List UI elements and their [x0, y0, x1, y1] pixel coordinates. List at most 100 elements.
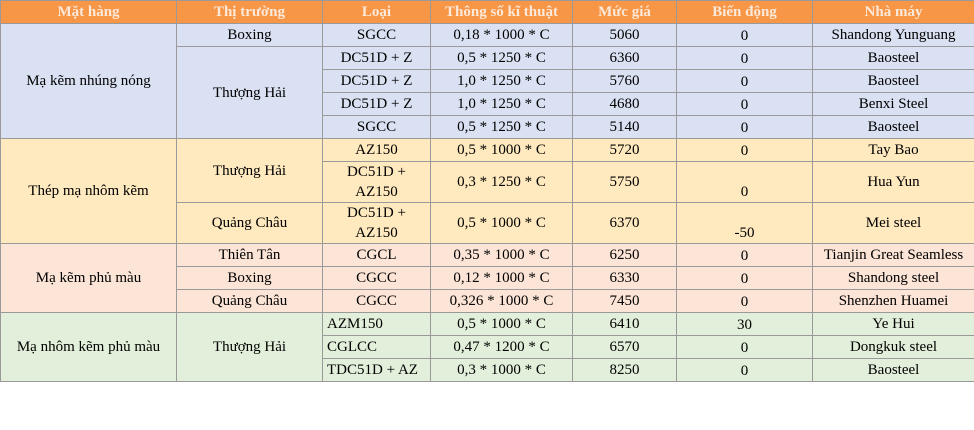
spec-cell: 0,5 * 1000 * C — [430, 312, 573, 336]
market-cell: Quảng Châu — [176, 202, 323, 244]
price-cell: 6360 — [572, 46, 677, 70]
table-row: Quảng Châu DC51D + AZ150 0,5 * 1000 * C 637… — [1, 202, 974, 244]
factory-cell: Baosteel — [812, 46, 974, 70]
price-cell: 4680 — [572, 92, 677, 116]
change-cell: 0 — [676, 23, 813, 47]
type-cell: AZ150 — [322, 138, 431, 162]
product-cell: Mạ kẽm phủ màu — [0, 243, 177, 313]
price-cell: 6330 — [572, 266, 677, 290]
market-cell: Boxing — [176, 266, 323, 290]
price-cell: 5760 — [572, 69, 677, 93]
product-cell: Mạ kẽm nhúng nóng — [0, 23, 177, 139]
spec-cell: 0,47 * 1200 * C — [430, 335, 573, 359]
factory-cell: Baosteel — [812, 358, 974, 382]
market-cell: Thượng Hải — [176, 46, 323, 139]
type-cell: DC51D + Z — [322, 92, 431, 116]
header-cell: Mức giá — [572, 0, 677, 24]
change-cell: 0 — [676, 243, 813, 267]
type-cell: DC51D + Z — [322, 46, 431, 70]
factory-cell: Ye Hui — [812, 312, 974, 336]
table-row: TDC51D + AZ 0,3 * 1000 * C 8250 0 Baosteel — [1, 358, 974, 382]
price-cell: 5720 — [572, 138, 677, 162]
factory-cell: Shandong Yunguang — [812, 23, 974, 47]
header-cell: Thị trường — [176, 0, 323, 24]
header-cell: Biến động — [676, 0, 813, 24]
header-cell: Thông số kĩ thuật — [430, 0, 573, 24]
change-cell: 0 — [676, 69, 813, 93]
market-cell: Thượng Hải — [176, 138, 323, 203]
spec-cell: 0,5 * 1000 * C — [430, 138, 573, 162]
spec-cell: 0,5 * 1250 * C — [430, 115, 573, 139]
spec-cell: 0,12 * 1000 * C — [430, 266, 573, 290]
spec-cell: 1,0 * 1250 * C — [430, 92, 573, 116]
type-cell: CGCL — [322, 243, 431, 267]
table-row: Mạ kẽm phủ màu Thiên Tân CGCL 0,35 * 1000 *… — [0, 243, 974, 313]
type-cell: CGCC — [322, 289, 431, 313]
spec-cell: 1,0 * 1250 * C — [430, 69, 573, 93]
price-cell: 6370 — [572, 202, 677, 244]
market-cell: Thượng Hải — [176, 312, 323, 382]
table-row: DC51D + AZ150 0,3 * 1250 * C 5750 0 Hua Yun — [1, 161, 974, 203]
type-cell: DC51D + AZ150 — [322, 161, 431, 203]
change-cell: -50 — [676, 202, 813, 244]
factory-cell: Shenzhen Huamei — [812, 289, 974, 313]
type-cell: SGCC — [322, 23, 431, 47]
table-row: Quảng Châu CGCC 0,326 * 1000 * C 7450 0 Shenz… — [1, 289, 974, 313]
change-cell: 0 — [676, 46, 813, 70]
header-row: Mặt hàng Thị trường Loại Thông số kĩ thuật M… — [0, 0, 974, 24]
table-body: Mạ kẽm nhúng nóng Boxing SGCC 0,18 * 1000 *… — [0, 23, 974, 382]
table-row: CGLCC 0,47 * 1200 * C 6570 0 Dongkuk steel — [1, 335, 974, 359]
spec-cell: 0,35 * 1000 * C — [430, 243, 573, 267]
price-cell: 6250 — [572, 243, 677, 267]
price-cell: 5140 — [572, 115, 677, 139]
table-row: Thép mạ nhôm kẽm Thượng Hải AZ150 0,5 * 100… — [0, 138, 974, 244]
factory-cell: Benxi Steel — [812, 92, 974, 116]
type-cell: SGCC — [322, 115, 431, 139]
type-cell: DC51D + Z — [322, 69, 431, 93]
factory-cell: Tianjin Great Seamless — [812, 243, 974, 267]
price-cell: 7450 — [572, 289, 677, 313]
table-row: Mạ kẽm nhúng nóng Boxing SGCC 0,18 * 1000 *… — [0, 23, 974, 139]
market-cell: Quảng Châu — [176, 289, 323, 313]
table-row: Boxing CGCC 0,12 * 1000 * C 6330 0 Shandong s… — [1, 266, 974, 290]
price-cell: 5750 — [572, 161, 677, 203]
change-cell: 0 — [676, 358, 813, 382]
table-row: Mạ nhôm kẽm phủ màu Thượng Hải AZM150 0,5 *… — [0, 312, 974, 382]
price-cell: 8250 — [572, 358, 677, 382]
price-table: Mặt hàng Thị trường Loại Thông số kĩ thuật M… — [0, 0, 974, 382]
spec-cell: 0,3 * 1000 * C — [430, 358, 573, 382]
change-cell: 0 — [676, 289, 813, 313]
change-cell: 0 — [676, 266, 813, 290]
type-cell: CGLCC — [322, 335, 431, 359]
spec-cell: 0,5 * 1250 * C — [430, 46, 573, 70]
change-cell: 0 — [676, 92, 813, 116]
price-cell: 6570 — [572, 335, 677, 359]
factory-cell: Baosteel — [812, 69, 974, 93]
factory-cell: Mei steel — [812, 202, 974, 244]
factory-cell: Dongkuk steel — [812, 335, 974, 359]
type-cell: CGCC — [322, 266, 431, 290]
change-cell: 0 — [676, 138, 813, 162]
table-row: DC51D + Z 1,0 * 1250 * C 5760 0 Baosteel — [1, 69, 974, 93]
change-cell: 30 — [676, 312, 813, 336]
change-cell: 0 — [676, 335, 813, 359]
type-cell: DC51D + AZ150 — [322, 202, 431, 244]
market-cell: Boxing — [176, 23, 323, 47]
price-cell: 6410 — [572, 312, 677, 336]
factory-cell: Baosteel — [812, 115, 974, 139]
header-cell: Mặt hàng — [0, 0, 177, 24]
spec-cell: 0,3 * 1250 * C — [430, 161, 573, 203]
table-row: DC51D + Z 1,0 * 1250 * C 4680 0 Benxi Steel — [1, 92, 974, 116]
change-cell: 0 — [676, 161, 813, 203]
factory-cell: Hua Yun — [812, 161, 974, 203]
change-cell: 0 — [676, 115, 813, 139]
spec-cell: 0,5 * 1000 * C — [430, 202, 573, 244]
product-cell: Thép mạ nhôm kẽm — [0, 138, 177, 244]
type-cell: TDC51D + AZ — [322, 358, 431, 382]
table-row: Thượng Hải DC51D + Z 0,5 * 1250 * C 6360 0 Ba… — [1, 46, 974, 139]
header-cell: Nhà máy — [812, 0, 974, 24]
market-cell: Thiên Tân — [176, 243, 323, 267]
header-cell: Loại — [322, 0, 431, 24]
factory-cell: Shandong steel — [812, 266, 974, 290]
